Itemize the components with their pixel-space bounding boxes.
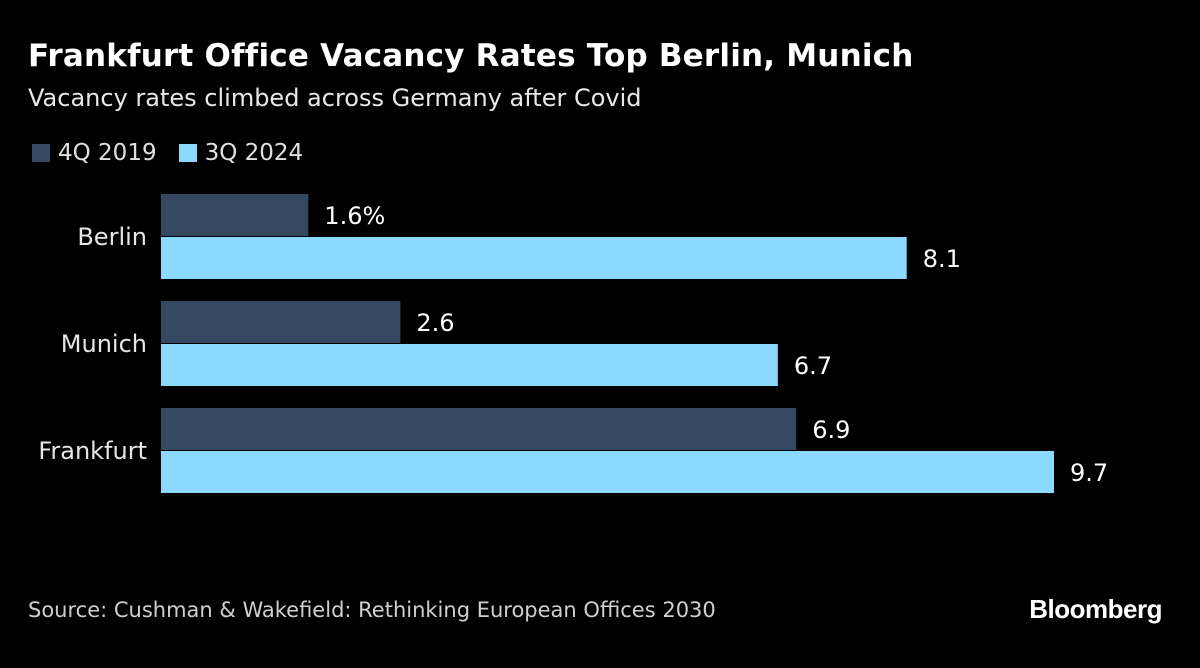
legend-label-4q-2019: 4Q 2019	[58, 140, 157, 166]
data-label-munich-3q-2024: 6.7	[794, 352, 832, 380]
bar-frankfurt-3q-2024	[161, 451, 1054, 493]
legend-swatch-4q-2019	[32, 144, 50, 162]
bar-frankfurt-4q-2019	[161, 408, 797, 450]
bloomberg-logo: Bloomberg	[1029, 594, 1162, 624]
bar-munich-4q-2019	[161, 301, 401, 343]
bar-berlin-3q-2024	[161, 237, 907, 279]
legend: 4Q 2019 3Q 2024	[32, 140, 325, 166]
chart-subtitle: Vacancy rates climbed across Germany aft…	[28, 84, 642, 112]
source-note: Source: Cushman & Wakefield: Rethinking …	[28, 598, 716, 622]
legend-item-3q-2024: 3Q 2024	[178, 140, 304, 166]
data-label-frankfurt-3q-2024: 9.7	[1070, 459, 1108, 487]
data-label-frankfurt-4q-2019: 6.9	[812, 416, 850, 444]
legend-swatch-3q-2024	[178, 144, 197, 162]
data-label-berlin-3q-2024: 8.1	[923, 245, 961, 273]
bar-munich-3q-2024	[161, 344, 778, 386]
category-label-munich: Munich	[61, 330, 147, 358]
data-label-munich-4q-2019: 2.6	[416, 309, 454, 337]
bar-berlin-4q-2019	[161, 194, 309, 236]
category-label-frankfurt: Frankfurt	[38, 437, 147, 465]
category-label-berlin: Berlin	[77, 223, 147, 251]
chart-title: Frankfurt Office Vacancy Rates Top Berli…	[28, 38, 914, 74]
data-label-berlin-4q-2019: 1.6%	[324, 202, 385, 230]
legend-label-3q-2024: 3Q 2024	[204, 140, 304, 166]
legend-item-4q-2019: 4Q 2019	[32, 140, 157, 166]
